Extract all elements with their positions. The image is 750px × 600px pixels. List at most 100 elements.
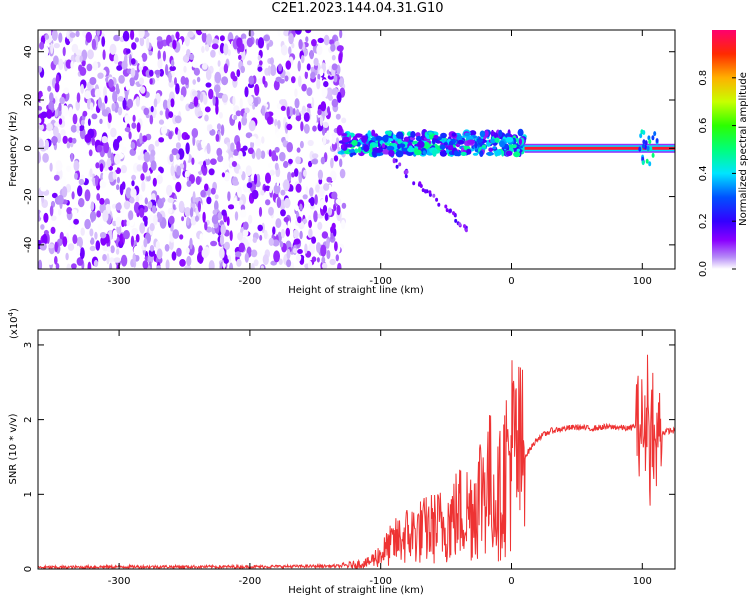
noise-blob [283, 216, 289, 223]
noise-blob [302, 218, 307, 224]
noise-blob [240, 65, 245, 74]
noise-blob [269, 169, 275, 176]
noise-blob [279, 99, 286, 105]
noise-blob [180, 75, 186, 85]
noise-blob [206, 33, 213, 46]
noise-blob [95, 162, 100, 169]
noise-blob [227, 191, 231, 202]
noise-blob [107, 112, 112, 124]
noise-blob [323, 121, 329, 128]
noise-blob [321, 262, 328, 269]
noise-blob [106, 157, 111, 168]
echo-blob [467, 139, 475, 145]
noise-blob [169, 153, 174, 163]
noise-blob [144, 217, 148, 227]
echo-blob [439, 144, 446, 150]
echo-blob [466, 148, 472, 155]
noise-blob [75, 30, 80, 38]
noise-blob [162, 99, 168, 110]
echo-blob [392, 134, 396, 140]
noise-blob [247, 147, 254, 155]
noise-blob [141, 52, 148, 62]
noise-blob [180, 86, 187, 98]
noise-blob [91, 137, 95, 146]
noise-blob [42, 153, 49, 163]
noise-blob [337, 91, 342, 103]
noise-blob [317, 73, 321, 81]
noise-blob [195, 30, 203, 36]
noise-blob [179, 163, 185, 170]
noise-blob [210, 49, 216, 58]
noise-blob [71, 43, 79, 54]
noise-blob [81, 209, 87, 218]
noise-blob [78, 197, 85, 208]
noise-blob [46, 123, 53, 132]
noise-blob [205, 82, 212, 88]
noise-blob [268, 149, 272, 157]
x-tick-label: -300 [108, 576, 131, 587]
noise-blob [240, 33, 247, 40]
echo-blob [432, 137, 436, 145]
echo-blob [493, 132, 499, 139]
noise-blob [44, 34, 50, 40]
spike-blob [653, 131, 657, 137]
noise-blob [273, 184, 281, 195]
noise-blob [192, 90, 198, 97]
noise-blob [336, 45, 344, 52]
noise-blob [148, 50, 153, 56]
noise-blob [280, 105, 286, 111]
noise-blob [201, 164, 205, 173]
noise-blob [297, 216, 302, 224]
echo-blob [403, 136, 410, 143]
noise-blob [333, 75, 338, 83]
noise-blob [261, 105, 266, 116]
noise-blob [289, 185, 294, 192]
noise-blob [205, 44, 210, 52]
noise-blob [193, 96, 199, 107]
noise-blob [311, 39, 317, 47]
noise-blob [261, 136, 265, 144]
noise-blob [317, 221, 323, 230]
noise-blob [155, 240, 160, 250]
noise-blob [172, 204, 176, 210]
noise-blob [300, 255, 305, 262]
noise-blob [92, 61, 99, 71]
noise-blob [209, 129, 216, 136]
noise-blob [258, 206, 263, 217]
noise-blob [121, 181, 126, 190]
noise-blob [72, 137, 77, 144]
echo-blob [481, 144, 487, 149]
noise-blob [278, 63, 283, 72]
noise-blob [201, 31, 207, 43]
noise-blob [223, 43, 229, 56]
noise-blob [245, 165, 252, 177]
noise-blob [330, 43, 336, 52]
noise-blob [184, 207, 191, 217]
noise-blob [323, 183, 330, 191]
noise-blob [124, 90, 128, 101]
noise-blob [257, 66, 263, 72]
noise-blob [232, 75, 238, 82]
noise-blob [70, 60, 74, 69]
x-tick-label: 100 [633, 576, 652, 587]
spike-blob [645, 158, 649, 164]
noise-blob [125, 187, 132, 199]
noise-blob [317, 37, 324, 44]
echo-blob [494, 137, 500, 143]
noise-blob [272, 239, 280, 247]
noise-blob [286, 106, 290, 118]
noise-blob [325, 194, 328, 203]
noise-blob [49, 205, 54, 217]
noise-blob [66, 263, 71, 269]
noise-blob [135, 233, 140, 243]
noise-blob [129, 219, 135, 226]
noise-blob [311, 159, 318, 165]
noise-blob [48, 101, 55, 111]
noise-blob [101, 36, 106, 47]
trace-blob [452, 211, 455, 216]
noise-blob [288, 158, 293, 164]
noise-blob [120, 254, 128, 267]
noise-blob [308, 160, 313, 168]
noise-blob [331, 135, 337, 145]
spike-blob [642, 130, 646, 135]
